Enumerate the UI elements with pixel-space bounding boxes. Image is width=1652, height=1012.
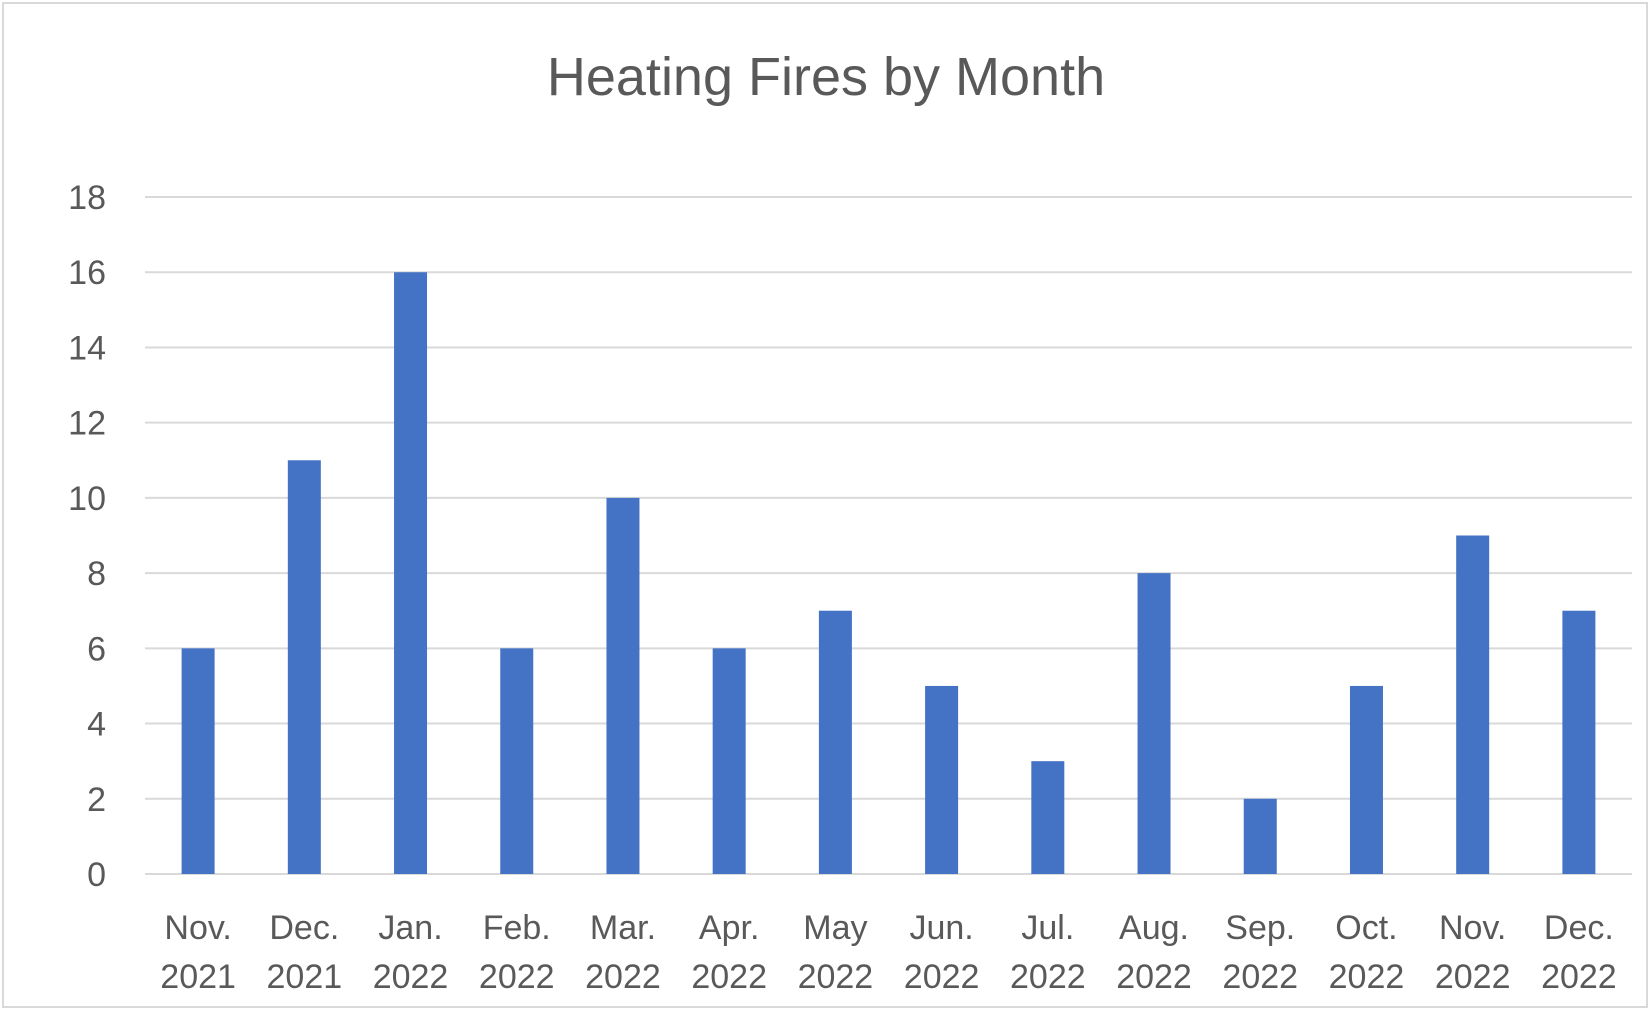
gridlines (145, 196, 1632, 875)
chart-title: Heating Fires by Month (547, 47, 1105, 107)
x-tick-year: 2022 (1116, 958, 1192, 996)
x-tick-month: Dec. (1544, 909, 1614, 947)
bar-aug-2022 (1137, 573, 1171, 874)
x-tick-year: 2022 (1435, 958, 1511, 996)
x-tick-label: Oct. 2022 (1329, 909, 1405, 996)
bar-jul-2022 (1031, 761, 1065, 874)
x-tick-label: Nov. 2022 (1435, 909, 1511, 996)
y-tick-label: 6 (87, 630, 106, 668)
y-tick-label: 16 (68, 254, 106, 292)
x-tick-year: 2021 (267, 958, 343, 996)
x-tick-label: Jun. 2022 (904, 909, 980, 996)
bar-dec-2021 (287, 460, 321, 874)
x-tick-label: Mar. 2022 (585, 909, 661, 996)
x-axis-labels: Nov. 2021 Dec. 2021 Jan. 2022 Feb. 2022 Mar. 2022… (160, 909, 1616, 996)
x-tick-label: Sep. 2022 (1222, 909, 1298, 996)
x-tick-label: Jan. 2022 (373, 909, 449, 996)
x-tick-year: 2022 (1329, 958, 1405, 996)
x-tick-month: Mar. (590, 909, 656, 947)
bar-mar-2022 (606, 497, 640, 874)
bars (181, 272, 1596, 874)
bar-nov-2021 (181, 648, 215, 874)
y-tick-label: 12 (68, 405, 106, 443)
x-tick-label: Aug. 2022 (1116, 909, 1192, 996)
x-tick-label: Dec. 2021 (267, 909, 343, 996)
x-tick-year: 2022 (691, 958, 767, 996)
x-tick-year: 2022 (1541, 958, 1617, 996)
bar-dec-2022 (1562, 610, 1596, 874)
x-tick-month: Apr. (699, 909, 759, 947)
x-tick-label: Dec. 2022 (1541, 909, 1617, 996)
bar-jun-2022 (925, 685, 959, 874)
y-tick-label: 0 (87, 856, 106, 894)
x-tick-month: Jan. (378, 909, 442, 947)
x-tick-month: Jun. (909, 909, 973, 947)
x-tick-label: Jul. 2022 (1010, 909, 1086, 996)
x-tick-year: 2021 (160, 958, 236, 996)
x-tick-month: Aug. (1119, 909, 1189, 947)
x-tick-month: Dec. (269, 909, 339, 947)
x-tick-year: 2022 (904, 958, 980, 996)
y-tick-label: 4 (87, 706, 106, 744)
x-tick-label: May 2022 (798, 909, 874, 996)
y-tick-label: 10 (68, 480, 106, 518)
y-tick-label: 18 (68, 179, 106, 217)
bar-nov-2022 (1456, 535, 1490, 874)
bar-jan-2022 (394, 272, 428, 874)
x-tick-month: Feb. (483, 909, 551, 947)
x-tick-year: 2022 (585, 958, 661, 996)
y-tick-label: 2 (87, 781, 106, 819)
bar-apr-2022 (712, 648, 746, 874)
x-tick-month: Nov. (164, 909, 231, 947)
bar-feb-2022 (500, 648, 534, 874)
bar-sep-2022 (1243, 798, 1277, 874)
x-tick-year: 2022 (373, 958, 449, 996)
x-tick-year: 2022 (479, 958, 555, 996)
x-tick-label: Apr. 2022 (691, 909, 767, 996)
x-tick-label: Nov. 2021 (160, 909, 236, 996)
x-tick-month: Nov. (1439, 909, 1506, 947)
bar-may-2022 (818, 610, 852, 874)
y-tick-label: 14 (68, 329, 106, 367)
x-tick-month: Oct. (1335, 909, 1397, 947)
x-tick-month: Sep. (1225, 909, 1295, 947)
x-tick-year: 2022 (798, 958, 874, 996)
bar-oct-2022 (1349, 685, 1383, 874)
x-tick-label: Feb. 2022 (479, 909, 555, 996)
y-axis-ticks: 0 2 4 6 8 10 12 14 16 18 (68, 179, 106, 894)
x-tick-year: 2022 (1010, 958, 1086, 996)
x-tick-month: May (803, 909, 867, 947)
x-tick-year: 2022 (1222, 958, 1298, 996)
y-tick-label: 8 (87, 555, 106, 593)
x-tick-month: Jul. (1021, 909, 1074, 947)
